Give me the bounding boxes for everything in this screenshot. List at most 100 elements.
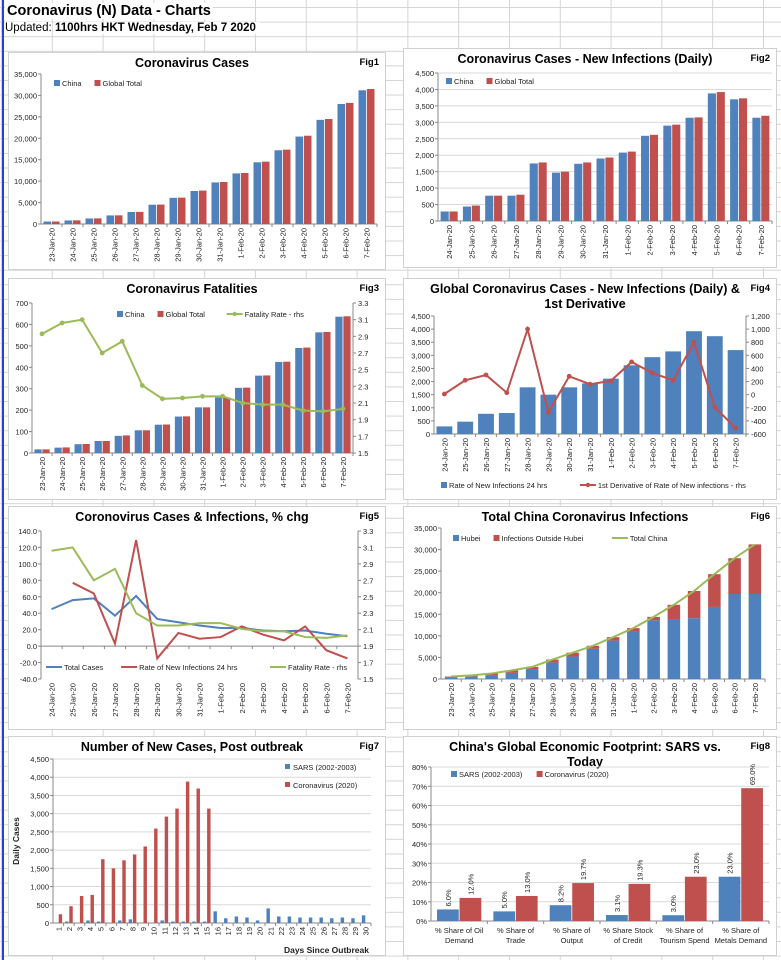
- legend-label: SARS (2002-2003): [293, 763, 357, 772]
- bar-coronavirus-2020-: [741, 788, 763, 921]
- bar-sars-2002-2003-: [319, 917, 323, 923]
- x-tick-label: 30-Jan-20: [178, 457, 187, 491]
- bar-coronavirus-2020-: [90, 894, 94, 923]
- bar-sars-2002-2003-: [213, 911, 217, 923]
- bar-global-total: [51, 221, 60, 224]
- bar-china: [574, 163, 583, 221]
- chart-economic-footprint[interactable]: China's Global Economic Footprint: SARS …: [403, 736, 777, 956]
- y-tick-label: 4,500: [30, 755, 49, 764]
- y-tick-label: 700: [15, 299, 28, 308]
- chart-total-china-infections[interactable]: Total China Coronavirus Infections Fig6 …: [403, 506, 777, 730]
- bar-hubei: [687, 618, 701, 679]
- x-tick-label: 7-Feb-20: [339, 457, 348, 487]
- bar-hubei: [748, 594, 762, 679]
- bar-hubei: [627, 631, 640, 679]
- bar-china: [663, 125, 672, 221]
- x-tick-label: 28-Jan-20: [548, 683, 557, 717]
- x-tick-label: 14: [192, 927, 201, 935]
- bar-china: [211, 182, 220, 224]
- bar-sars-2002-2003-: [96, 921, 101, 923]
- y-tick-label: 20%: [412, 879, 427, 888]
- bar-global-total: [627, 151, 636, 221]
- bar-china: [174, 416, 183, 453]
- bar-coronavirus-2020-: [164, 816, 169, 923]
- x-tick-label: 1-Feb-20: [629, 683, 638, 713]
- y2-tick-label: 3.3: [363, 527, 373, 536]
- chart-global-new-infections-derivative[interactable]: Global Coronavirus Cases - New Infection…: [403, 278, 777, 500]
- line-marker: [691, 339, 697, 345]
- x-tick-label: 25: [309, 927, 318, 935]
- x-tick-label: % Share Stock: [603, 926, 653, 935]
- legend-label: Rate of New Infections 24 hrs: [449, 481, 548, 490]
- bar-china: [74, 444, 82, 453]
- bar-china: [235, 387, 243, 453]
- chart-new-cases-post-outbreak[interactable]: Number of New Cases, Post outbreak Fig7 …: [8, 736, 386, 956]
- x-tick-label: 28-Jan-20: [534, 225, 543, 259]
- bar-global-total: [282, 149, 291, 224]
- x-tick-label: % Share of: [666, 926, 704, 935]
- x-tick-label: 17: [224, 927, 233, 935]
- bar-global-total: [605, 157, 614, 221]
- data-label: 69.0%: [748, 764, 757, 786]
- x-tick-label: 1-Feb-20: [217, 683, 226, 713]
- chart-canvas: 0 500 1,000 1,500 2,000 2,500 3,000 3,500 4,000 4…: [411, 312, 770, 490]
- updated-label: Updated:: [5, 22, 52, 34]
- line-marker: [733, 425, 738, 431]
- chart-canvas: 0% 10% 20% 30% 40% 50% 60% 70% 80% 6.0% 5.0% 8.2% 3.…: [412, 763, 770, 945]
- bar-hubei: [505, 672, 519, 679]
- x-tick-label: 27-Jan-20: [111, 683, 120, 717]
- x-tick-label: 7-Feb-20: [363, 228, 372, 258]
- x-tick-label: 26-Jan-20: [490, 225, 499, 259]
- x-tick-label: % Share of: [553, 926, 591, 935]
- x-tick-label: 5-Feb-20: [299, 457, 308, 487]
- y2-tick-label: -600: [751, 430, 766, 439]
- chart-coronavirus-cases[interactable]: Coronavirus Cases Fig1 0 5,000 10,000 15,00…: [8, 52, 386, 270]
- sheet-title: Coronavirus (N) Data - Charts: [5, 3, 213, 19]
- line-marker: [119, 338, 125, 344]
- bar-global-total: [156, 204, 165, 224]
- x-tick-label: % Share of: [497, 926, 535, 935]
- legend-label: SARS (2002-2003): [459, 770, 523, 779]
- x-tick-label: 29: [351, 927, 360, 935]
- legend-swatch: [285, 764, 290, 769]
- bar-china: [529, 163, 538, 221]
- x-tick-label: 2-Feb-20: [650, 683, 659, 713]
- bar-china: [64, 220, 73, 224]
- line-marker: [670, 377, 676, 383]
- chart-title: Coronavirus Fatalities: [126, 282, 258, 296]
- y-tick-label: 35,000: [14, 70, 37, 79]
- x-tick-label: 25-Jan-20: [461, 438, 470, 472]
- bar-china: [358, 90, 367, 225]
- bar-global-total: [345, 102, 354, 224]
- chart-canvas: 0 5,000 10,000 15,000 20,000 25,000 30,000 35,0…: [414, 524, 766, 717]
- x-tick-label: 1-Feb-20: [607, 438, 616, 468]
- y-tick-label: 4,500: [415, 69, 434, 78]
- y-tick-label: 2,500: [30, 828, 49, 837]
- bar-china: [462, 206, 471, 221]
- data-label: 12.0%: [466, 873, 475, 895]
- bar-rate-of-new-infections-24-hrs: [519, 387, 536, 434]
- y-tick-label: 600: [15, 320, 28, 329]
- y2-tick-label: 400: [751, 364, 764, 373]
- y-tick-label: 20.0: [22, 626, 37, 635]
- x-tick-label: 4-Feb-20: [280, 683, 289, 713]
- x-tick-label: 5: [97, 927, 106, 931]
- chart-new-infections-daily[interactable]: Coronavirus Cases - New Infections (Dail…: [403, 48, 777, 268]
- x-tick-label: 2: [65, 927, 74, 931]
- chart-pct-change[interactable]: Coronovirus Cases & Infections, % chg Fi…: [8, 506, 386, 730]
- y-tick-label: 15,000: [14, 156, 37, 165]
- legend-item: Coronavirus (2020): [536, 770, 609, 779]
- bar-china: [114, 435, 122, 453]
- bar-hubei: [525, 669, 539, 679]
- x-tick-label: 23-Jan-20: [447, 683, 456, 717]
- x-tick-label: 30-Jan-20: [565, 438, 574, 472]
- legend-marker: [232, 311, 237, 317]
- bar-china: [335, 316, 343, 453]
- bar-china: [232, 173, 241, 224]
- chart-fatalities[interactable]: Coronavirus Fatalities Fig3 0 100 200 300 40…: [8, 278, 386, 500]
- y-tick-label: 15,000: [414, 610, 437, 619]
- bar-global-total: [303, 135, 312, 224]
- x-tick-label: 8: [129, 927, 138, 931]
- bar-global-total: [263, 375, 271, 453]
- chart-canvas: 0 100 200 300 400 500 600 700 1.5 1.7 1.9 2.1 2.3 2.5…: [15, 299, 368, 491]
